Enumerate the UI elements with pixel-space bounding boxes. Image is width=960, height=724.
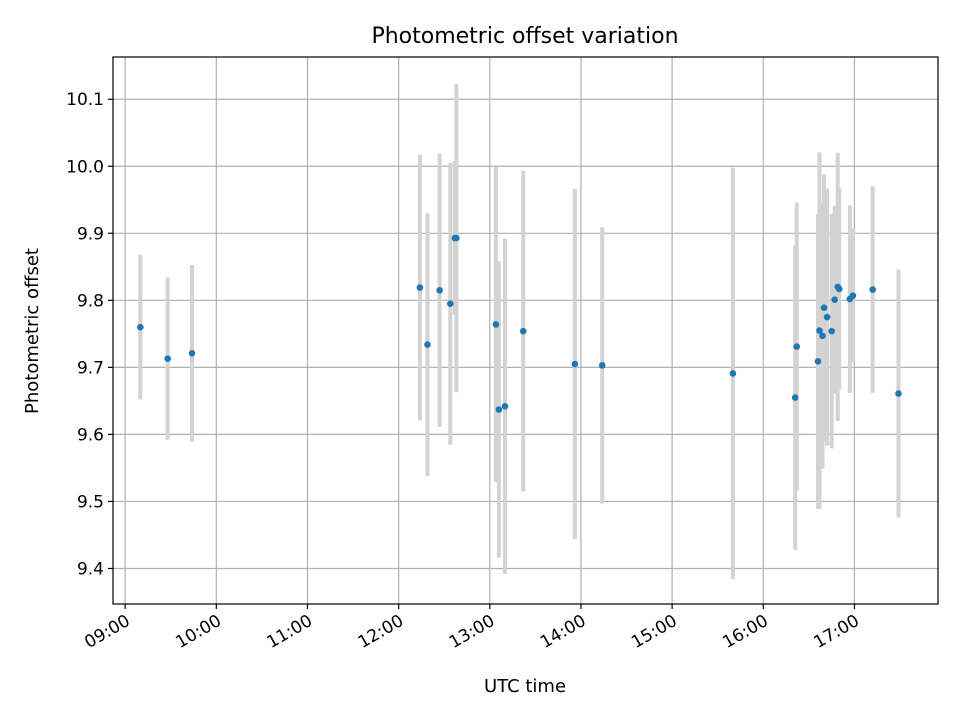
data-point: [137, 323, 144, 331]
data-point: [835, 285, 843, 293]
data-point: [446, 300, 454, 307]
x-tick-label: 17:00: [811, 611, 863, 653]
data-point: [598, 362, 606, 369]
y-tick-label: 9.4: [77, 559, 104, 579]
x-tick-label: 14:00: [537, 611, 589, 653]
x-axis-ticks: 09:00 10:00 11:00 12:00 13:00 14:00 15:00 16:00…: [81, 604, 863, 653]
plot-frame: [112, 56, 939, 605]
data-point: [819, 332, 826, 340]
data-point: [849, 292, 857, 299]
x-tick-label: 10:00: [172, 611, 224, 653]
data-point: [424, 341, 431, 348]
data-point: [791, 394, 799, 401]
x-tick-label: 15:00: [628, 611, 680, 653]
grid-lines: [113, 57, 938, 604]
data-point: [492, 321, 500, 328]
x-tick-label: 11:00: [264, 611, 316, 653]
y-tick-label: 9.9: [77, 224, 104, 244]
data-point: [729, 370, 737, 377]
data-point: [869, 286, 876, 293]
y-tick-label: 9.7: [77, 358, 104, 378]
data-point: [188, 349, 196, 357]
y-tick-label: 9.5: [77, 492, 104, 512]
x-tick-label: 16:00: [719, 611, 771, 653]
data-point: [814, 358, 822, 365]
data-point: [828, 327, 835, 335]
x-axis-label: UTC time: [484, 676, 566, 697]
error-bars: [138, 83, 901, 580]
y-axis-label: Photometric offset: [22, 248, 43, 414]
data-point: [571, 360, 579, 368]
y-tick-label: 9.6: [77, 425, 104, 445]
y-tick-label: 10.0: [66, 157, 104, 177]
y-tick-label: 9.8: [77, 291, 104, 311]
data-point: [831, 296, 838, 303]
chart-title: Photometric offset variation: [371, 24, 678, 49]
data-point: [793, 343, 801, 350]
data-point: [816, 327, 823, 334]
data-point: [164, 355, 171, 362]
x-tick-label: 09:00: [81, 611, 133, 653]
data-point: [501, 402, 509, 410]
data-point: [495, 406, 503, 413]
data-point: [820, 304, 828, 312]
data-point: [453, 234, 460, 242]
y-axis-ticks: 9.4 9.5 9.6 9.7 9.8 9.9 10.0 10.1: [66, 90, 113, 579]
y-tick-label: 10.1: [66, 90, 104, 110]
data-point: [416, 284, 424, 291]
data-point: [823, 313, 831, 321]
data-point: [895, 390, 902, 397]
data-point: [436, 286, 443, 294]
data-points: [137, 234, 902, 413]
x-tick-label: 12:00: [355, 611, 407, 653]
data-point: [519, 327, 527, 335]
x-tick-label: 13:00: [446, 611, 498, 653]
